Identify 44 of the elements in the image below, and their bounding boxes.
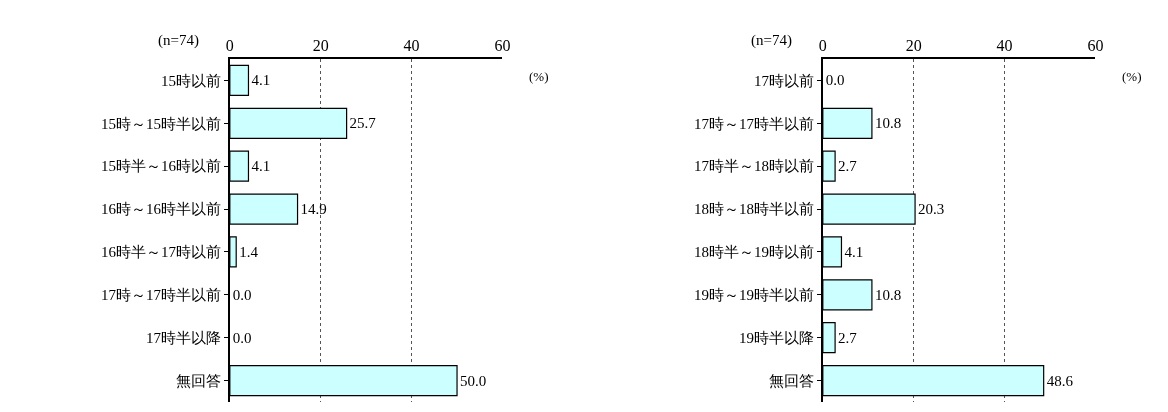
data-label: 10.8: [874, 115, 902, 132]
y-tick-label: 19時～19時半以前: [694, 287, 815, 304]
y-tick-label: 15時以前: [161, 72, 222, 89]
data-label: 25.7: [349, 115, 377, 132]
x-tick-label: 20: [312, 36, 329, 54]
y-tick-label: 17時以前: [754, 72, 815, 89]
x-tick-label: 60: [494, 36, 511, 54]
text: (n=74): [751, 32, 792, 49]
y-tick-label: 16時半～17時以前: [101, 244, 222, 261]
x-tick-label: 20: [905, 36, 922, 54]
y-tick-label: 18時～18時半以前: [694, 201, 815, 218]
x-tick-label: 60: [1087, 36, 1104, 54]
y-tick-label: 16時～16時半以前: [101, 201, 222, 218]
data-label: 14.9: [300, 201, 327, 218]
y-tick-label: 17時半以降: [146, 329, 222, 346]
x-tick-label: 0: [818, 36, 827, 54]
data-label: 2.7: [838, 329, 858, 346]
text: (%): [1122, 69, 1142, 84]
x-tick-label: 40: [403, 36, 420, 54]
y-tick-label: 19時半以降: [739, 329, 815, 346]
data-label: 0.0: [232, 329, 252, 346]
y-tick-label: 15時～15時半以前: [101, 115, 222, 132]
y-tick-label: 17時～17時半以前: [101, 287, 222, 304]
y-tick-label: 15時半～16時以前: [101, 158, 222, 175]
y-tick-label: 無回答: [769, 372, 815, 389]
data-label: 20.3: [918, 201, 945, 218]
x-tick-label: 0: [225, 36, 234, 54]
text: (%): [529, 69, 549, 84]
y-tick-label: 無回答: [176, 372, 222, 389]
data-label: 2.7: [838, 158, 858, 175]
x-tick-label: 40: [996, 36, 1013, 54]
y-tick-label: 17時半～18時以前: [694, 158, 815, 175]
y-tick-label: 17時～17時半以前: [694, 115, 815, 132]
y-tick-label: 18時半～19時以前: [694, 244, 815, 261]
data-label: 4.1: [844, 243, 864, 260]
data-label: 4.1: [251, 72, 271, 89]
data-label: 0.0: [232, 286, 252, 303]
data-label: 0.0: [825, 72, 845, 89]
data-label: 4.1: [251, 158, 271, 175]
data-label: 48.6: [1046, 372, 1074, 389]
data-label: 10.8: [874, 286, 902, 303]
text: (n=74): [158, 32, 199, 49]
data-label: 50.0: [460, 372, 487, 389]
data-label: 1.4: [239, 243, 259, 260]
